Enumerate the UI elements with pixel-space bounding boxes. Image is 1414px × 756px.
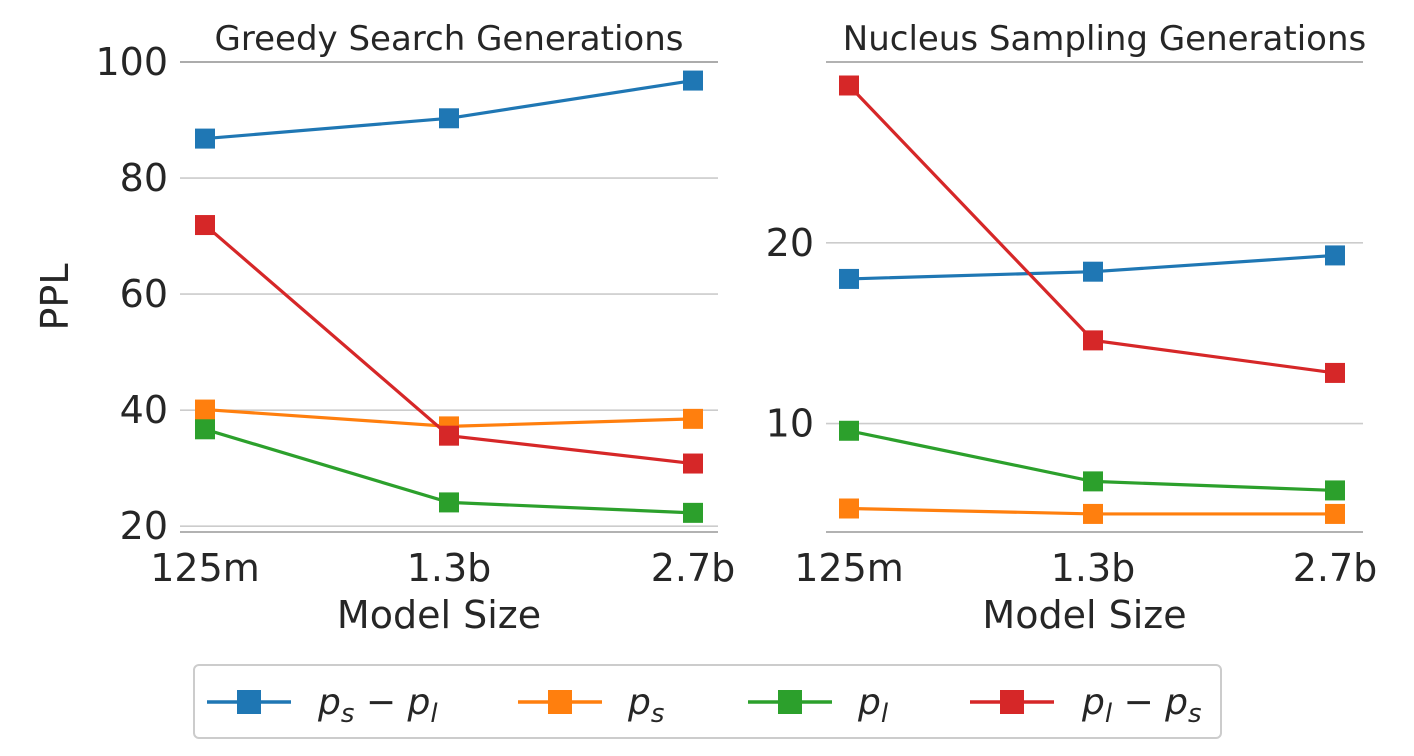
legend-marker <box>1000 690 1024 714</box>
legend-marker <box>548 690 572 714</box>
x-tick-label: 1.3b <box>1051 546 1136 590</box>
data-point <box>439 492 459 513</box>
data-point <box>195 128 215 149</box>
subplot-2: 10 20 Nucleus Sampling Generations 125m 1.3b… <box>766 19 1378 637</box>
y-tick-label: 10 <box>766 402 814 446</box>
data-point <box>683 502 703 523</box>
data-point <box>839 75 859 96</box>
data-point <box>1083 471 1103 492</box>
y-tick-label: 20 <box>766 221 814 265</box>
legend: ps − pl ps pl pl − ps <box>193 664 1222 739</box>
data-point <box>195 215 215 236</box>
y-tick-label: 40 <box>120 388 168 432</box>
x-tick-label: 2.7b <box>1293 546 1378 590</box>
legend-marker <box>778 690 802 714</box>
series-line <box>847 84 1336 375</box>
data-point <box>839 498 859 519</box>
x-tick-label: 125m <box>150 546 260 590</box>
legend-label: pl <box>857 682 889 729</box>
legend-label: pl − ps <box>1081 682 1202 729</box>
y-tick-label: 80 <box>120 156 168 200</box>
x-axis-label: Model Size <box>982 593 1186 637</box>
data-point <box>1325 362 1345 383</box>
data-point <box>1325 503 1345 524</box>
data-point <box>195 419 215 440</box>
data-point <box>839 268 859 289</box>
y-tick-label: 20 <box>120 504 168 548</box>
data-point <box>439 425 459 446</box>
y-axis-label: PPL <box>33 263 77 330</box>
series-3 <box>839 420 1345 501</box>
series-4 <box>195 215 703 474</box>
legend-label: ps − pl <box>317 682 438 729</box>
series-3 <box>195 419 703 523</box>
series-1 <box>839 245 1345 289</box>
data-point <box>683 453 703 474</box>
x-axis-label: Model Size <box>337 593 541 637</box>
series-2 <box>839 498 1345 524</box>
data-point <box>1083 330 1103 351</box>
data-point <box>195 399 215 420</box>
data-point <box>1083 261 1103 282</box>
x-tick-label: 125m <box>794 546 904 590</box>
series-4 <box>839 75 1345 383</box>
chart-title: Greedy Search Generations <box>215 19 684 59</box>
data-point <box>683 408 703 429</box>
data-point <box>839 420 859 441</box>
legend-marker <box>237 690 261 714</box>
legend-label: ps <box>627 682 664 729</box>
legend-entry: pl <box>748 682 889 729</box>
legend-entry: ps <box>518 682 664 729</box>
data-point <box>1325 480 1345 501</box>
legend-frame <box>193 664 1222 739</box>
y-tick-label: 60 <box>120 272 168 316</box>
data-point <box>439 108 459 129</box>
subplot-1: 20 40 60 80 100 Greedy Search Generations 125m… <box>33 19 735 637</box>
data-point <box>1083 503 1103 524</box>
data-point <box>1325 245 1345 266</box>
legend-entry: ps − pl <box>207 682 438 729</box>
series-1 <box>195 70 703 149</box>
x-tick-label: 1.3b <box>407 546 492 590</box>
x-tick-label: 2.7b <box>651 546 736 590</box>
legend-entry: pl − ps <box>970 682 1202 729</box>
y-tick-label: 100 <box>95 40 168 84</box>
chart-title: Nucleus Sampling Generations <box>843 19 1366 59</box>
data-point <box>683 70 703 91</box>
